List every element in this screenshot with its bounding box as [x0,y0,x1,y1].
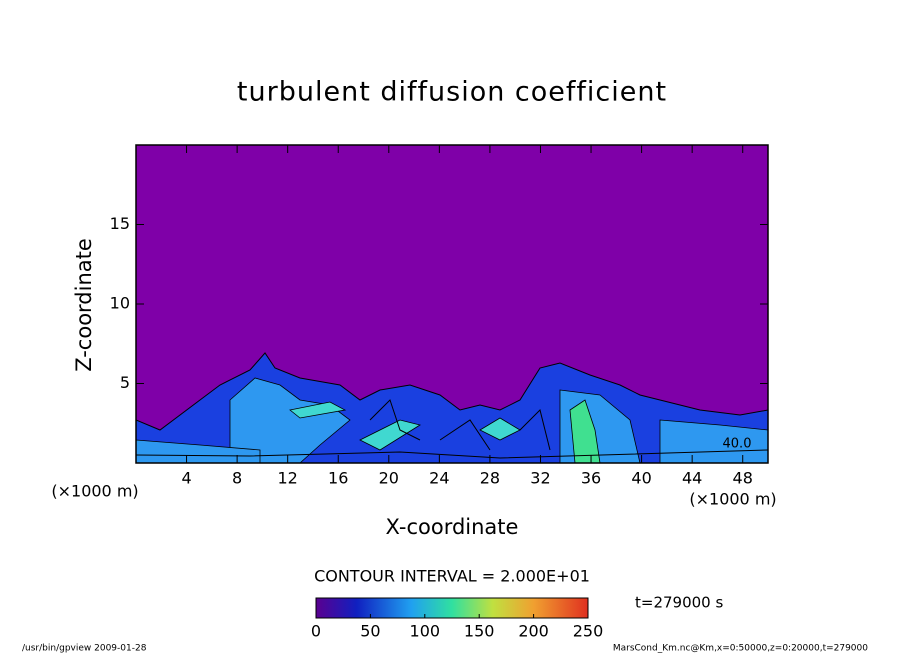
footer-right: MarsCond_Km.nc@Km,x=0:50000,z=0:20000,t=… [613,644,868,654]
x-tick-label: 48 [733,469,753,488]
x-tick-label: 4 [181,469,191,488]
y-axis-label: Z-coordinate [72,238,96,372]
x-tick-label: 24 [429,469,449,488]
y-tick-label: 15 [110,214,130,233]
x-tick-label: 44 [682,469,702,488]
colorbar [315,597,589,619]
colorbar-tick-label: 0 [311,622,321,641]
colorbar-tick-label: 100 [410,622,441,641]
x-tick-label: 8 [232,469,242,488]
y-unit: (×1000 m) [689,490,776,509]
x-tick-label: 32 [530,469,550,488]
x-tick-label: 36 [581,469,601,488]
x-tick-label: 20 [379,469,399,488]
x-tick-label: 16 [328,469,348,488]
x-tick-label: 12 [278,469,298,488]
colorbar-tick-label: 200 [518,622,549,641]
contour-label: 40.0 [723,437,752,452]
y-tick-label: 10 [110,294,130,313]
chart-title: turbulent diffusion coefficient [237,77,667,108]
colorbar-tick-label: 150 [464,622,495,641]
colorbar-tick-label: 250 [573,622,604,641]
footer-left: /usr/bin/gpview 2009-01-28 [22,644,147,654]
colorbar-tick-label: 50 [360,622,380,641]
x-unit: (×1000 m) [51,482,138,501]
x-tick-label: 40 [631,469,651,488]
contour-field [136,145,768,463]
x-tick-label: 28 [480,469,500,488]
x-axis-label: X-coordinate [386,515,519,539]
contour-interval: CONTOUR INTERVAL = 2.000E+01 [314,567,590,586]
time-label: t=279000 s [635,594,723,612]
y-tick-label: 5 [120,373,130,392]
